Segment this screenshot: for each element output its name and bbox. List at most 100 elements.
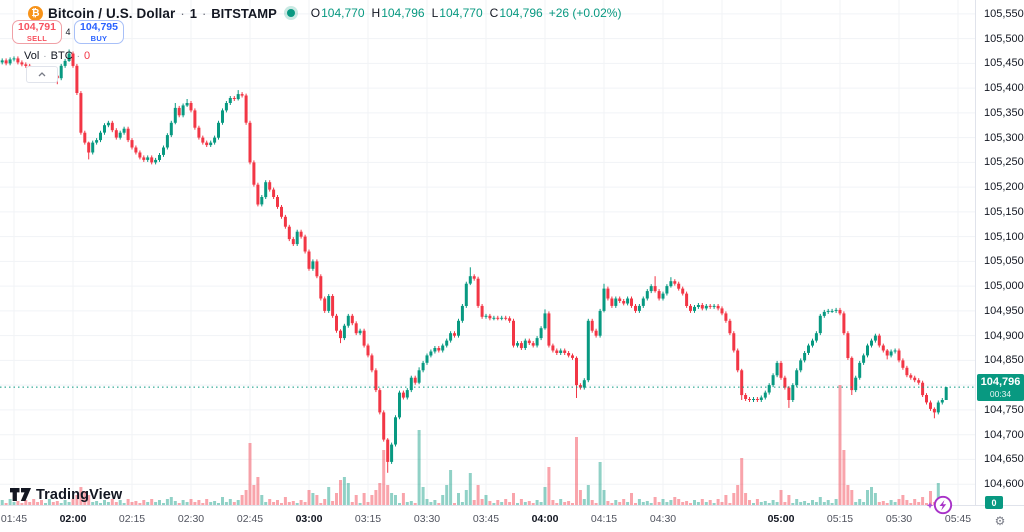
volume-bar <box>681 502 685 505</box>
volume-bar <box>260 495 264 505</box>
candle-body <box>24 64 28 66</box>
candle-body <box>445 340 449 346</box>
candle-body <box>319 276 323 299</box>
bar-countdown: 00:34 <box>989 388 1012 399</box>
volume-bar <box>838 385 842 505</box>
candle-body <box>696 305 700 307</box>
price-axis-label: 105,500 <box>984 33 1024 45</box>
volume-bar <box>134 501 138 505</box>
candle-body <box>413 377 417 383</box>
volume-bar <box>866 490 869 505</box>
candle-body <box>905 367 909 376</box>
interval-value[interactable]: 1 <box>189 5 197 21</box>
volume-bar <box>543 487 547 505</box>
volume-bar <box>413 503 417 505</box>
legend-collapse-button[interactable] <box>26 66 58 83</box>
volume-bar <box>181 500 185 505</box>
volume-bar <box>641 502 645 505</box>
time-axis-label: 01:45 <box>0 513 28 525</box>
volume-bar <box>610 503 614 505</box>
volume-bar <box>248 443 252 505</box>
candle-body <box>767 385 771 393</box>
volume-bar <box>665 502 669 505</box>
candle-body <box>280 206 283 217</box>
candle-body <box>622 301 626 304</box>
symbol-legend[interactable]: ₿ Bitcoin / U.S. Dollar · 1 · BITSTAMP O… <box>28 4 621 22</box>
separator: · <box>180 5 185 21</box>
candle-body <box>590 320 594 331</box>
candle-body <box>323 298 327 311</box>
volume-bar <box>146 502 150 505</box>
volume-bar <box>240 495 244 505</box>
candle-body <box>842 313 846 334</box>
tradingview-logo[interactable]: TradingView <box>10 486 122 503</box>
candle-body <box>354 323 358 334</box>
open-value: 104,770 <box>321 6 365 20</box>
exchange-name[interactable]: BITSTAMP <box>211 5 277 21</box>
symbol-name[interactable]: Bitcoin / U.S. Dollar <box>48 5 176 21</box>
time-axis[interactable]: 01:45 02:00 02:15 02:30 02:45 03:00 03:15 03:30… <box>0 505 1024 532</box>
volume-bar <box>637 499 641 505</box>
candle-body <box>830 310 834 312</box>
separator-dot: · <box>43 50 47 62</box>
axis-settings-gear-icon[interactable]: ⚙ <box>994 514 1006 528</box>
candle-body <box>0 60 4 63</box>
candle-body <box>67 53 71 61</box>
chevron-up-icon <box>38 72 46 77</box>
sell-button[interactable]: 104,791 SELL <box>12 20 62 44</box>
time-axis-label: 02:00 <box>59 513 87 525</box>
buy-button[interactable]: 104,795 BUY <box>74 20 124 44</box>
close-value: 104,796 <box>499 6 543 20</box>
candle-body <box>405 390 409 398</box>
candle-body <box>460 305 464 321</box>
volume-bar <box>634 503 637 505</box>
open-label: O <box>310 6 321 20</box>
volume-bar <box>20 503 24 505</box>
candle-body <box>248 122 252 163</box>
candle-body <box>846 333 850 358</box>
volume-bar <box>185 502 189 505</box>
candle-body <box>303 236 307 252</box>
volume-bar <box>323 499 327 505</box>
candle-body <box>342 325 346 339</box>
market-status-icon[interactable] <box>286 9 295 17</box>
volume-bar <box>421 487 425 505</box>
time-axis-label: 03:15 <box>354 513 382 525</box>
candle-body <box>838 309 842 314</box>
candle-body <box>228 98 232 103</box>
volume-bar <box>295 503 299 505</box>
price-axis-label: 105,300 <box>984 132 1024 144</box>
candle-body <box>339 330 342 339</box>
volume-bar <box>358 503 362 505</box>
volume-currency: BTC <box>50 50 73 62</box>
candle-body <box>79 93 83 133</box>
volume-bar <box>67 502 71 505</box>
volume-bar <box>51 502 55 505</box>
candle-body <box>240 94 244 96</box>
candle-body <box>390 444 394 462</box>
volume-bar <box>173 501 177 505</box>
candle-body <box>877 335 881 346</box>
volume-bar <box>28 502 32 505</box>
change-value: +26 (+0.02%) <box>548 6 622 20</box>
candle-body <box>398 392 401 418</box>
candle-body <box>315 261 319 277</box>
volume-bar <box>885 503 889 505</box>
volume-bar <box>169 497 173 505</box>
boost-lightning-icon[interactable] <box>922 492 956 518</box>
price-chart-canvas[interactable] <box>0 0 975 505</box>
volume-bar <box>374 490 378 505</box>
volume-bar <box>921 497 925 505</box>
volume-bar <box>767 503 771 505</box>
volume-bar <box>936 483 940 505</box>
volume-bar <box>386 485 390 505</box>
candle-body <box>201 137 205 143</box>
trade-panel: 104,791 SELL 4 104,795 BUY <box>12 20 124 44</box>
candle-body <box>712 305 716 307</box>
candle-body <box>653 286 657 292</box>
candle-body <box>335 315 338 331</box>
volume-bar <box>870 487 873 505</box>
candle-body <box>748 399 751 400</box>
candle-body <box>893 350 897 352</box>
price-axis[interactable]: 104,796 00:34 0 105,550 105,500 105,450 105… <box>975 0 1024 509</box>
